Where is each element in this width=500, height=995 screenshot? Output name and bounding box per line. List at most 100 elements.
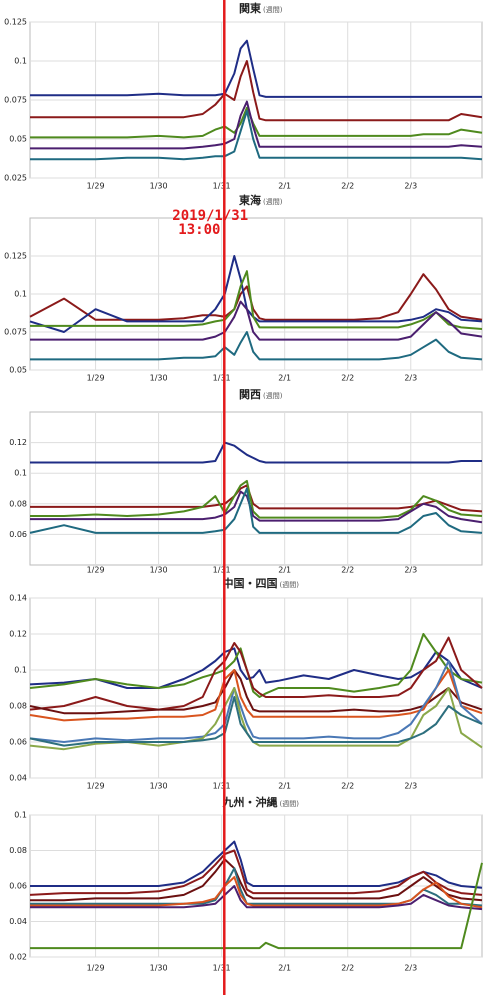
x-tick-label: 2/3: [404, 964, 417, 973]
x-tick-label: 1/31: [213, 182, 231, 191]
x-tick-label: 2/1: [278, 964, 291, 973]
series-line: [29, 273, 483, 321]
series-line: [30, 862, 483, 950]
panel-subtitle: (週間): [263, 391, 283, 400]
y-tick-label: 0.04: [9, 774, 27, 783]
y-tick-label: 0.075: [4, 328, 27, 337]
series-line: [30, 441, 482, 464]
series-line: [30, 100, 483, 150]
panel-subtitle: (週間): [280, 799, 300, 808]
series-line: [29, 687, 483, 751]
series-line: [29, 669, 483, 715]
series-line: [29, 696, 483, 747]
panel-title: 九州・沖縄: [222, 795, 278, 809]
x-tick-label: 2/1: [278, 374, 291, 383]
y-tick-label: 0.025: [4, 174, 27, 183]
panel-subtitle: (週間): [263, 5, 283, 14]
panel: 関東 (週間) 0.025 0.05 0.075 0.1 0.125 1/29 1/30 1/31…: [4, 1, 483, 191]
series-line: [30, 109, 483, 161]
series-line: [30, 106, 483, 139]
series-line: [29, 660, 483, 743]
y-tick-label: 0.125: [4, 252, 27, 261]
y-tick-label: 0.06: [9, 738, 27, 747]
series-line: [30, 479, 483, 519]
panel-subtitle: (週間): [280, 580, 300, 589]
series-line: [30, 39, 482, 98]
y-tick-label: 0.08: [9, 702, 27, 711]
x-tick-label: 2/3: [404, 782, 417, 791]
y-tick-label: 0.1: [14, 811, 27, 820]
panel-subtitle: (週間): [263, 197, 283, 206]
x-tick-label: 1/30: [150, 782, 168, 791]
series-line: [30, 270, 483, 330]
x-tick-label: 2/2: [341, 964, 354, 973]
y-tick-label: 0.075: [4, 96, 27, 105]
x-tick-label: 1/30: [150, 566, 168, 575]
y-tick-label: 0.12: [9, 438, 27, 447]
panel-title: 関西: [239, 388, 261, 401]
series-line: [30, 876, 483, 909]
x-tick-label: 1/30: [150, 964, 168, 973]
x-tick-label: 2/2: [341, 374, 354, 383]
x-tick-label: 1/31: [213, 566, 231, 575]
y-tick-label: 0.05: [9, 366, 27, 375]
x-tick-label: 2/1: [278, 182, 291, 191]
x-tick-label: 1/29: [87, 782, 105, 791]
x-tick-label: 2/2: [341, 782, 354, 791]
panel: 中国・四国 (週間) 0.04 0.06 0.08 0.1 0.12 0.14 1/29 1/30…: [9, 576, 483, 791]
y-tick-label: 0.1: [14, 57, 27, 66]
marker-label: 13:00: [178, 222, 220, 238]
series-line: [30, 300, 483, 341]
y-tick-label: 0.08: [9, 499, 27, 508]
x-tick-label: 1/31: [213, 782, 231, 791]
y-tick-label: 0.1: [14, 290, 27, 299]
marker-label: 2019/1/31: [172, 208, 248, 224]
series-line: [29, 633, 483, 698]
panel-title: 東海: [239, 193, 261, 207]
x-tick-label: 1/30: [150, 374, 168, 383]
y-tick-label: 0.14: [9, 594, 27, 603]
panel: 関西 (週間) 0.06 0.08 0.1 0.12 1/29 1/30 1/31 2/1 2/2 2…: [9, 388, 483, 575]
x-tick-label: 1/30: [150, 182, 168, 191]
x-tick-label: 1/31: [213, 964, 231, 973]
x-tick-label: 1/29: [87, 374, 105, 383]
x-tick-label: 1/29: [87, 964, 105, 973]
y-tick-label: 0.06: [9, 882, 27, 891]
series-line: [29, 636, 483, 711]
x-tick-label: 2/3: [404, 566, 417, 575]
y-tick-label: 0.02: [9, 953, 27, 962]
series-line: [30, 484, 483, 513]
y-tick-label: 0.125: [4, 18, 27, 27]
plot-area: [29, 411, 483, 566]
series-line: [29, 487, 483, 534]
x-tick-label: 1/31: [213, 374, 231, 383]
panel-title: 中国・四国: [223, 576, 278, 590]
x-tick-label: 2/3: [404, 374, 417, 383]
x-tick-label: 2/2: [341, 182, 354, 191]
series-line: [30, 858, 483, 902]
series-line: [30, 490, 483, 524]
y-tick-label: 0.1: [14, 469, 27, 478]
y-tick-label: 0.05: [9, 135, 27, 144]
panel: 九州・沖縄 (週間) 0.02 0.04 0.06 0.08 0.1 1/29 1/30 1/31…: [9, 795, 483, 973]
series-line: [30, 331, 483, 361]
x-tick-label: 1/29: [87, 566, 105, 575]
series-line: [30, 60, 483, 122]
panel: 東海 (週間) 0.05 0.075 0.1 0.125 1/29 1/30 1/31 2/1 2/…: [4, 193, 483, 383]
series-line: [29, 849, 483, 896]
x-tick-label: 1/29: [87, 182, 105, 191]
panel-title: 関東: [239, 1, 262, 15]
y-tick-label: 0.08: [9, 846, 27, 855]
y-tick-label: 0.06: [9, 530, 27, 539]
series-line: [30, 885, 483, 911]
y-tick-label: 0.1: [14, 666, 27, 675]
x-tick-label: 2/3: [404, 182, 417, 191]
y-tick-label: 0.04: [9, 917, 27, 926]
x-tick-label: 2/1: [278, 782, 291, 791]
plot-area: [29, 597, 483, 779]
series-line: [29, 255, 483, 333]
y-tick-label: 0.12: [9, 630, 27, 639]
series-line: [29, 647, 483, 689]
